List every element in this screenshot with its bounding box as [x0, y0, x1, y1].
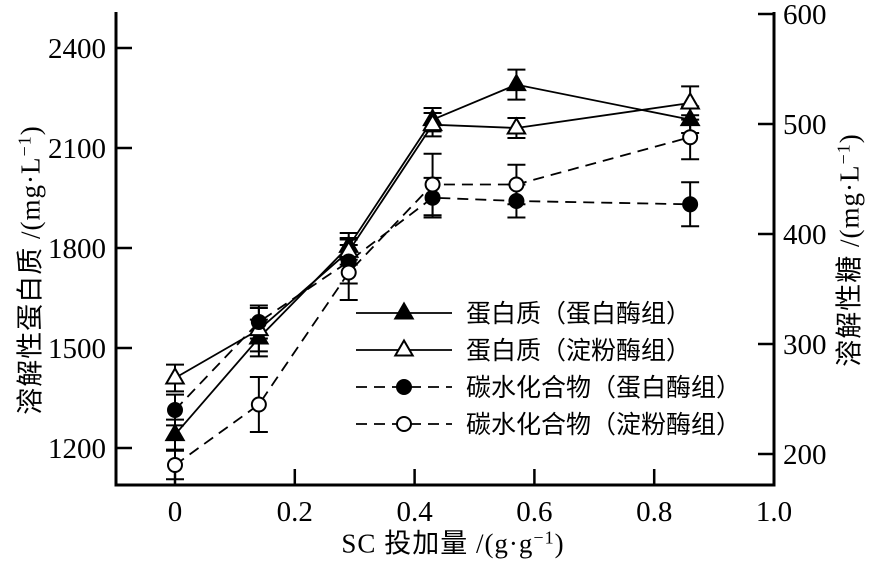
circle-open-marker: [340, 264, 357, 281]
triangle-open-marker: [505, 116, 527, 135]
left-axis-tick-label: 2400: [48, 33, 106, 65]
legend-sample-open-circle-icon: [356, 415, 452, 432]
triangle-filled-marker: [393, 301, 415, 319]
triangle-open-marker: [679, 91, 701, 110]
circle-filled-marker: [250, 314, 267, 330]
legend-label-protein-amylase: 蛋白质（淀粉酶组）: [466, 337, 692, 365]
triangle-open-marker: [164, 366, 186, 385]
circle-filled-marker: [424, 189, 441, 206]
x-axis-tick-label: 0.6: [516, 496, 552, 528]
circle-open-marker: [167, 457, 183, 473]
legend-label-carbohydrate-protease: 碳水化合物（蛋白酶组）: [466, 374, 742, 402]
chart-legend: 蛋白质（蛋白酶组） 蛋白质（淀粉酶组） 碳水化合物（蛋白酶组） 碳水化合物（淀粉…: [352, 293, 741, 441]
legend-row-protein-protease: 蛋白质（蛋白酶组）: [352, 293, 741, 330]
legend-label-carbohydrate-amylase: 碳水化合物（淀粉酶组）: [466, 411, 742, 439]
legend-row-protein-amylase: 蛋白质（淀粉酶组）: [352, 330, 741, 367]
legend-sample-open-triangle-icon: [356, 338, 452, 356]
circle-open-marker: [508, 176, 525, 193]
legend-sample-filled-triangle-icon: [356, 301, 452, 319]
circle-filled-marker: [508, 193, 525, 209]
circle-open-marker: [682, 129, 699, 146]
triangle-filled-marker: [679, 108, 701, 127]
right-axis-tick-label: 300: [783, 329, 827, 361]
right-axis-title: 溶解性糖 /(mg·L−1): [828, 133, 867, 366]
x-axis-tick-label: 1.0: [756, 496, 792, 528]
triangle-open-marker: [393, 338, 415, 356]
left-axis-tick-label: 1200: [48, 433, 106, 465]
legend-sample-filled-circle-icon: [356, 378, 452, 395]
triangle-filled-marker: [164, 423, 186, 442]
series-markers-carbohydrate-amylase: [167, 129, 699, 473]
x-axis-title-text: SC 投加量 /(g·g: [341, 528, 534, 559]
right-axis-title-superscript: −1: [833, 143, 854, 165]
right-axis-tick-label: 200: [783, 439, 827, 471]
left-axis-title-close: ): [15, 125, 46, 136]
legend-label-protein-protease: 蛋白质（蛋白酶组）: [466, 300, 692, 328]
x-axis-tick-label: 0: [168, 496, 183, 528]
triangle-open-marker: [422, 113, 444, 132]
left-axis-title-superscript: −1: [14, 135, 35, 157]
left-axis-tick-label: 1800: [48, 233, 106, 265]
right-axis-tick-label: 600: [783, 0, 827, 31]
x-axis-tick-label: 0.2: [277, 496, 313, 528]
x-axis-title: SC 投加量 /(g·g−1): [341, 522, 564, 561]
triangle-filled-marker: [505, 73, 527, 92]
circle-filled-marker: [682, 196, 699, 213]
series-line-protein-protease: [174, 83, 691, 436]
x-axis-title-superscript: −1: [533, 527, 555, 548]
left-axis-title: 溶解性蛋白质 /(mg·L−1): [9, 125, 48, 414]
x-axis-tick-label: 0.8: [636, 496, 672, 528]
right-axis-tick-label: 400: [783, 219, 827, 251]
right-axis-tick-label: 500: [783, 109, 827, 141]
x-axis-tick-label: 0.4: [396, 496, 433, 528]
legend-row-carbohydrate-protease: 碳水化合物（蛋白酶组）: [352, 367, 741, 404]
right-axis-title-text: 溶解性糖 /(mg·L: [834, 164, 865, 367]
right-axis-title-close: ): [834, 133, 865, 144]
circle-open-marker: [250, 396, 267, 413]
x-axis-title-close: ): [554, 528, 565, 559]
legend-row-carbohydrate-amylase: 碳水化合物（淀粉酶组）: [352, 404, 741, 441]
left-axis-tick-label: 2100: [48, 133, 106, 165]
circle-filled-marker: [167, 402, 183, 418]
series-markers-protein-amylase: [164, 91, 701, 385]
left-axis-title-text: 溶解性蛋白质 /(mg·L: [15, 156, 46, 415]
circle-open-marker: [396, 415, 412, 432]
circle-open-marker: [424, 176, 441, 193]
circle-filled-marker: [396, 378, 412, 395]
left-axis-tick-label: 1500: [48, 333, 106, 365]
